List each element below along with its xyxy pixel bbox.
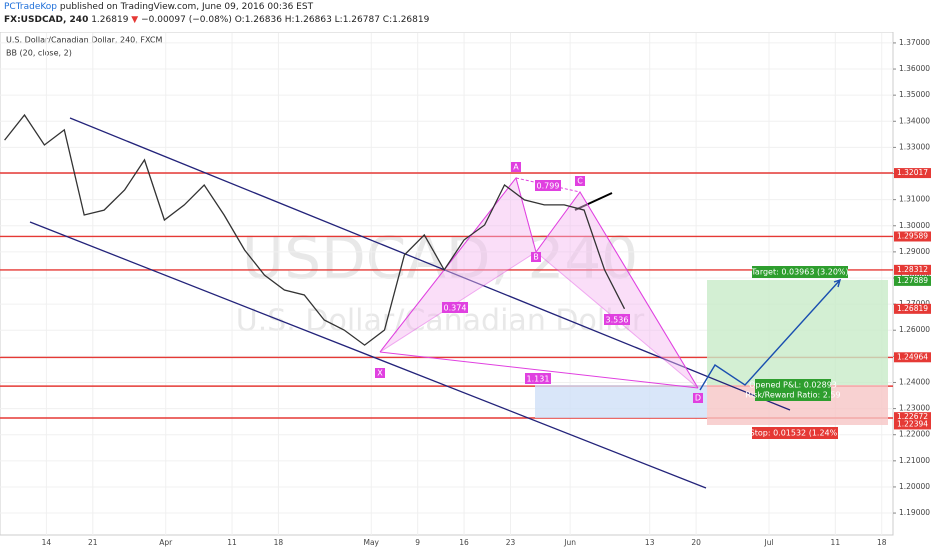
- y-tick-label: 1.23000: [899, 404, 930, 413]
- x-tick-label: 11: [227, 538, 237, 547]
- price-badge-label: 1.22672: [897, 412, 928, 421]
- channel-bottom: [29, 221, 707, 489]
- watermark-symbol: USDCAD, 240: [242, 224, 638, 292]
- arrowhead: [833, 278, 842, 288]
- point-label: B: [533, 253, 539, 262]
- x-tick-label: 18: [274, 538, 284, 547]
- ratio-label: 1.131: [527, 375, 550, 384]
- last: 1.26819: [91, 15, 129, 25]
- x-tick-label: Jul: [763, 538, 773, 547]
- x-tick-label: 23: [506, 538, 516, 547]
- symbol: FX:USDCAD, 240: [4, 15, 89, 25]
- ratio-label: 0.374: [444, 304, 467, 313]
- forecast-path: [699, 279, 841, 391]
- point-label: D: [695, 394, 701, 403]
- xd-line: [379, 351, 699, 389]
- point-label: C: [577, 177, 583, 186]
- y-tick-label: 1.21000: [899, 456, 930, 465]
- legend-indicator: BB (20, close, 2): [6, 49, 72, 58]
- price-badge: [894, 303, 931, 314]
- arrow: ▼: [131, 15, 139, 25]
- x-tick-label: Apr: [159, 538, 173, 547]
- legend-instrument: U.S. Dollar/Canadian Dollar, 240, FXCM: [6, 36, 162, 45]
- price-badge: [894, 412, 931, 423]
- y-tick-label: 1.20000: [899, 482, 930, 491]
- price-badge-label: 1.28312: [897, 265, 928, 274]
- x-tick-label: 21: [88, 538, 98, 547]
- y-tick-label: 1.29000: [899, 247, 930, 256]
- x-tick-label: 9: [415, 538, 420, 547]
- price-badge: [894, 264, 931, 275]
- price-line: [4, 113, 626, 346]
- y-tick-label: 1.37000: [899, 38, 930, 47]
- published: published on TradingView.com, June 09, 2…: [59, 2, 314, 12]
- price-badge: [894, 419, 931, 430]
- target-zone: [707, 280, 888, 385]
- x-tick-label: 18: [877, 538, 887, 547]
- price-badge-label: 1.27889: [897, 276, 928, 285]
- arrows: [699, 278, 842, 391]
- x-tick-label: 11: [831, 538, 841, 547]
- price-badge: [894, 231, 931, 242]
- projection-zone: [535, 385, 707, 418]
- y-tick-label: 1.33000: [899, 142, 930, 151]
- price-badge-label: 1.26819: [897, 304, 928, 313]
- y-tick-label: 1.26000: [899, 325, 930, 334]
- point-label: A: [513, 163, 519, 172]
- x-tick-label: 14: [42, 538, 52, 547]
- y-tick-label: 1.31000: [899, 195, 930, 204]
- y-tick-label: 1.30000: [899, 221, 930, 230]
- y-tick-label: 1.36000: [899, 64, 930, 73]
- price-badge: [894, 352, 931, 363]
- price-badge: [894, 275, 931, 286]
- ratio-label: 3.536: [606, 316, 629, 325]
- price-badge-label: 1.32017: [897, 168, 928, 177]
- y-tick-label: 1.22000: [899, 430, 930, 439]
- publish-line: PCTradeKop published on TradingView.com,…: [4, 2, 313, 12]
- price-badge: [894, 168, 931, 179]
- chart: USDCAD, 240 U.S. Dollar/Canadian Dollar …: [0, 32, 931, 547]
- pnl-label: Opened P&L: 0.02893: [749, 381, 837, 390]
- pattern-labels: X A B C D 0.799 0.374 1.131 3.536: [375, 162, 703, 403]
- price-badge-label: 1.22394: [897, 419, 928, 428]
- point-label: X: [377, 369, 383, 378]
- x-tick-label: 13: [645, 538, 655, 547]
- layer: 1.32017 1.29589 1.28312 1.27889 1.26819 1.249…: [4, 113, 931, 430]
- price-badge-label: 1.29589: [897, 231, 928, 240]
- y-tick-label: 1.24000: [899, 377, 930, 386]
- rr-label: Risk/Reward Ratio: 2.59: [745, 391, 840, 400]
- trend-segment: [574, 192, 613, 211]
- y-tick-label: 1.34000: [899, 116, 930, 125]
- x-tick-label: May: [363, 538, 379, 547]
- position-tool: [535, 280, 888, 425]
- position-labels: Target: 0.03963 (3.20%) Opened P&L: 0.02…: [745, 266, 849, 439]
- price-badge-label: 1.24964: [897, 352, 928, 361]
- stop-label: Stop: 0.01532 (1.24%): [750, 429, 841, 438]
- quote-line: FX:USDCAD, 240 1.26819 ▼ −0.00097 (−0.08…: [4, 15, 429, 25]
- y-tick-label: 1.35000: [899, 90, 930, 99]
- ohlc: O:1.26836 H:1.26863 L:1.26787 C:1.26819: [234, 15, 430, 25]
- y-tick-label: 1.27000: [899, 299, 930, 308]
- x-tick-label: 16: [459, 538, 469, 547]
- target-label: Target: 0.03963 (3.20%): [750, 268, 848, 277]
- x-tick-label: 20: [691, 538, 701, 547]
- author[interactable]: PCTradeKop: [4, 2, 58, 12]
- channel-top: [69, 117, 791, 411]
- watermark-name: U.S. Dollar/Canadian Dollar: [236, 304, 645, 339]
- ratio-label: 0.799: [537, 182, 560, 191]
- channel: [29, 117, 791, 489]
- change: −0.00097 (−0.08%): [141, 15, 232, 25]
- x-tick-label: Jun: [563, 538, 576, 547]
- y-tick-label: 1.19000: [899, 508, 930, 517]
